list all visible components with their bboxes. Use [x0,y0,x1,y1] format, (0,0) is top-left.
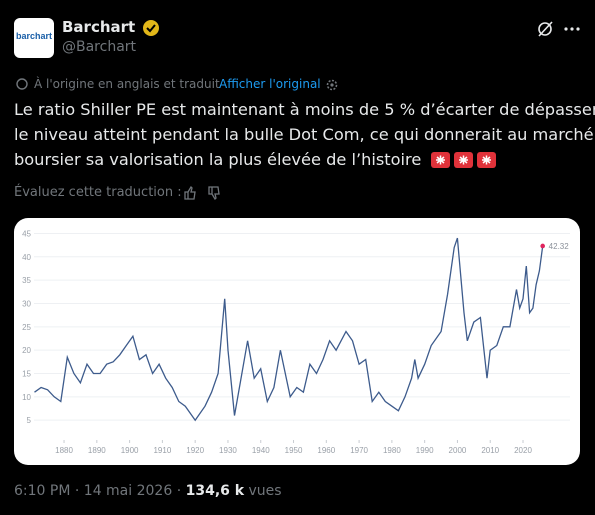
views-label: vues [248,483,282,499]
x-tick-label: 1950 [285,446,303,455]
more-icon[interactable] [563,20,581,38]
x-tick-label: 1880 [55,446,73,455]
tweet-text: Le ratio Shiller PE est maintenant à moi… [14,97,595,172]
rate-prompt: Évaluez cette traduction : [14,185,182,200]
x-tick-label: 2010 [481,446,499,455]
text-line: Le ratio Shiller PE est maintenant à moi… [14,100,595,119]
x-tick-label: 1900 [121,446,139,455]
translate-icon [16,78,28,90]
author-name[interactable]: Barchart [62,18,136,36]
y-tick-label: 20 [22,346,31,355]
chart: 5 10 15 20 25 30 35 40 45 1880 1890 1900 1910 1920 193… [22,229,570,455]
x-tick-label: 1960 [317,446,335,455]
separator: · [74,483,80,499]
x-tick-label: 1910 [153,446,171,455]
show-original[interactable]: Afficher l'original [219,77,321,91]
separator: · [176,483,182,499]
y-tick-label: 40 [22,253,31,262]
y-tick-label: 35 [22,276,31,285]
avatar[interactable]: barchart [14,18,54,58]
time: 6:10 PM [14,483,71,499]
chart-card[interactable]: 5 10 15 20 25 30 35 40 45 1880 1890 1900 1910 1920 193… [14,218,580,465]
line-series [34,237,544,422]
date: 14 mai 2026 [83,483,173,499]
author-handle[interactable]: @Barchart [62,39,137,55]
x-tick-label: 1920 [186,446,204,455]
y-tick-label: 15 [22,369,31,378]
text-line: le niveau atteint pendant la bulle Dot C… [14,125,594,144]
last-value-label: 42.32 [549,242,570,251]
tweet-meta: 6:10 PM · 14 mai 2026 · 134,6 k vues [14,483,282,499]
x-tick-label: 2020 [514,446,532,455]
rate-icons[interactable] [183,186,223,200]
y-tick-label: 25 [22,323,31,332]
x-tick-label: 1990 [416,446,434,455]
x-tick-label: 1970 [350,446,368,455]
siren-emojis [431,152,497,168]
x-tick-label: 1930 [219,446,237,455]
text-line: boursier sa valorisation la plus élevée … [14,150,422,169]
last-point [540,243,545,249]
x-tick-label: 1980 [383,446,401,455]
translation-note: À l'origine en anglais et traduit [34,77,220,91]
settings-icon[interactable] [325,78,339,92]
grok-icon[interactable] [536,20,554,38]
text-line: boursier sa valorisation la plus élevée … [14,147,595,172]
x-tick-label: 1890 [88,446,106,455]
y-tick-label: 45 [22,229,31,238]
x-tick-label: 2000 [449,446,467,455]
verified-badge [143,20,159,36]
views-count: 134,6 k [185,483,245,499]
y-tick-label: 5 [27,416,32,425]
y-tick-label: 10 [22,393,31,402]
avatar-text: barchart [16,31,53,41]
y-tick-label: 30 [22,299,31,308]
x-tick-label: 1940 [252,446,270,455]
